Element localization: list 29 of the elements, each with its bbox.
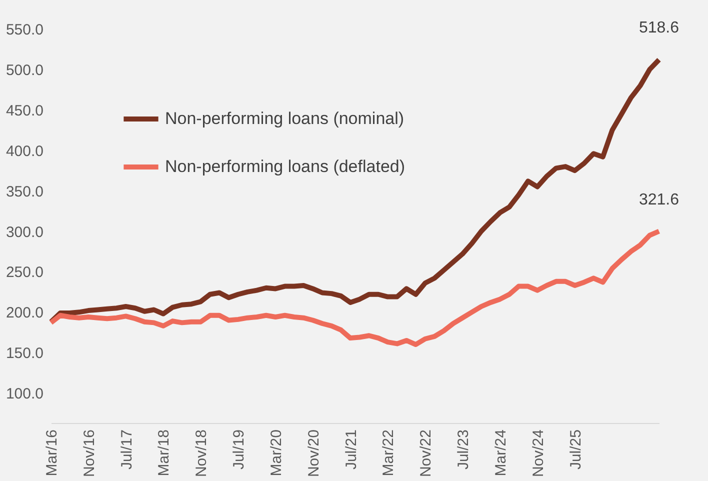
x-tick-label: Jul/25 [567,430,584,470]
x-tick-label: Nov/22 [418,430,435,478]
y-tick-label: 550.0 [6,22,44,38]
x-tick-label: Jul/19 [230,430,248,470]
y-tick-label: 350.0 [6,183,44,200]
legend-label: Non-performing loans (deflated) [165,157,406,176]
x-tick-label: Mar/22 [380,430,398,476]
annotation: 321.6 [638,191,680,208]
x-tick-label: Jul/23 [455,430,472,470]
x-tick-label: Nov/24 [530,430,547,478]
annotation: 518.6 [638,20,680,37]
y-tick-label: 100.0 [6,386,44,403]
x-tick-label: Mar/18 [156,430,173,476]
x-tick-label: Jul/17 [118,430,136,470]
x-tick-label: Nov/18 [193,430,210,478]
x-tick-label: Nov/16 [80,430,98,478]
y-tick-label: 300.0 [6,224,44,241]
y-tick-label: 450.0 [6,102,44,120]
legend-label: Non-performing loans (nominal) [165,109,404,128]
x-tick-label: Nov/20 [305,430,322,478]
x-tick-label: Mar/16 [44,430,60,476]
y-tick-label: 500.0 [6,62,44,79]
y-tick-label: 200.0 [6,304,44,322]
y-tick-label: 150.0 [6,345,44,362]
y-tick-label: 250.0 [6,264,44,282]
x-tick-label: Mar/20 [268,430,285,476]
x-tick-label: Jul/21 [342,430,360,470]
x-tick-label: Mar/24 [492,430,510,476]
y-tick-label: 400.0 [6,142,44,160]
